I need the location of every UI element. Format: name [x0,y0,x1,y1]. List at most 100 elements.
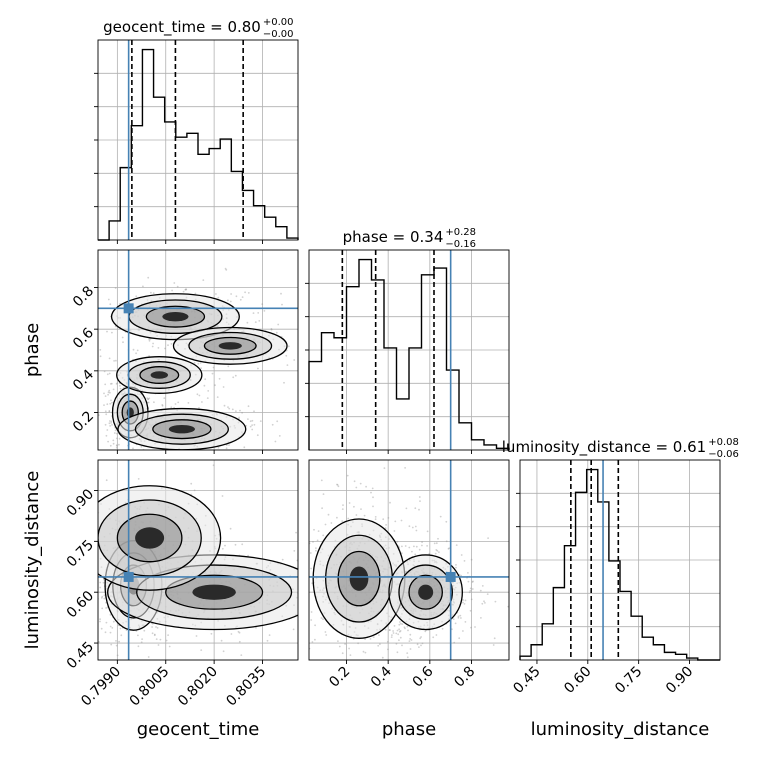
sample-point [195,635,198,637]
sample-point [231,408,234,411]
sample-point [200,367,203,370]
sample-point [252,312,255,314]
sample-point [270,328,273,331]
sample-point [464,621,467,623]
sample-point [196,393,199,396]
sample-point [141,638,144,640]
sample-point [157,347,160,349]
panel-title-phase: phase = 0.34 [343,228,444,246]
sample-point [418,508,420,511]
panel-joint-phase-luminosity_distance [308,459,510,661]
sample-point [396,540,399,543]
sample-point [221,495,224,497]
sample-point [234,543,237,546]
sample-point [238,631,241,634]
sample-point [434,552,437,555]
sample-point [212,464,215,467]
sample-point [268,634,271,636]
sample-point [249,425,252,428]
sample-point [206,397,209,399]
sample-point [424,630,427,633]
sample-point [341,520,344,522]
sample-point [108,410,111,412]
sample-point [120,634,123,637]
sample-point [135,295,138,298]
sample-point [232,376,235,379]
sample-point [483,600,485,603]
sample-point [239,298,242,301]
sample-point [174,403,177,405]
sample-point [409,638,411,640]
histogram-phase [308,258,510,450]
sample-point [106,429,109,431]
sample-point [228,444,230,446]
sample-point [355,486,358,489]
sample-point [115,640,117,642]
sample-point [109,425,111,427]
sample-point [493,637,496,640]
sample-point [484,602,486,604]
sample-point [109,625,112,628]
sample-point [469,609,472,612]
sample-point [414,525,417,528]
sample-point [383,467,386,469]
sample-point [464,599,467,602]
sample-point [266,639,269,642]
panel-border [308,459,510,661]
sample-point [387,517,390,519]
sample-point [184,288,187,291]
sample-point [122,341,124,344]
sample-point [99,620,101,623]
sample-point [310,611,313,613]
sample-point [115,644,118,647]
sample-point [156,627,159,629]
truth-marker [123,303,134,314]
sample-point [445,540,448,543]
sample-point [432,636,435,639]
sample-point [113,432,116,434]
panel-hist-geocent_time: geocent_time = 0.80 +0.00−0.00 [94,17,299,241]
sample-point [364,638,366,640]
sample-point [247,405,250,408]
sample-point [399,621,401,623]
sample-point [312,541,314,543]
sample-point [400,622,402,625]
sample-point [270,328,273,330]
sample-point [105,479,108,482]
sample-point [100,627,103,630]
sample-point [203,384,206,387]
sample-point [190,482,193,485]
sample-point [198,394,201,397]
sample-point [479,589,482,592]
sample-point [336,483,338,486]
sample-point [202,279,205,281]
sample-point [111,424,113,426]
sample-point [293,550,296,552]
sample-point [398,639,400,642]
sample-point [257,367,259,370]
sample-point [382,518,385,521]
sample-point [409,633,412,636]
x-axis-label-luminosity_distance: luminosity_distance [531,719,710,740]
sample-point [224,544,226,547]
sample-point [406,652,409,654]
panel-border [97,39,299,241]
sample-point [177,401,180,404]
sample-point [372,505,374,508]
sample-point [409,648,412,650]
sample-point [106,373,109,376]
sample-point [157,644,160,646]
sample-point [105,434,108,437]
sample-point [108,372,111,375]
sample-point [357,642,359,645]
sample-point [293,359,296,361]
sample-point [393,625,396,627]
sample-point [241,411,244,414]
sample-point [453,641,456,644]
sample-point [104,395,107,397]
sample-point [116,654,119,657]
sample-point [467,580,470,583]
sample-point [244,291,247,294]
sample-point [337,485,340,488]
panel-joint-geocent_time-phase [97,249,299,451]
